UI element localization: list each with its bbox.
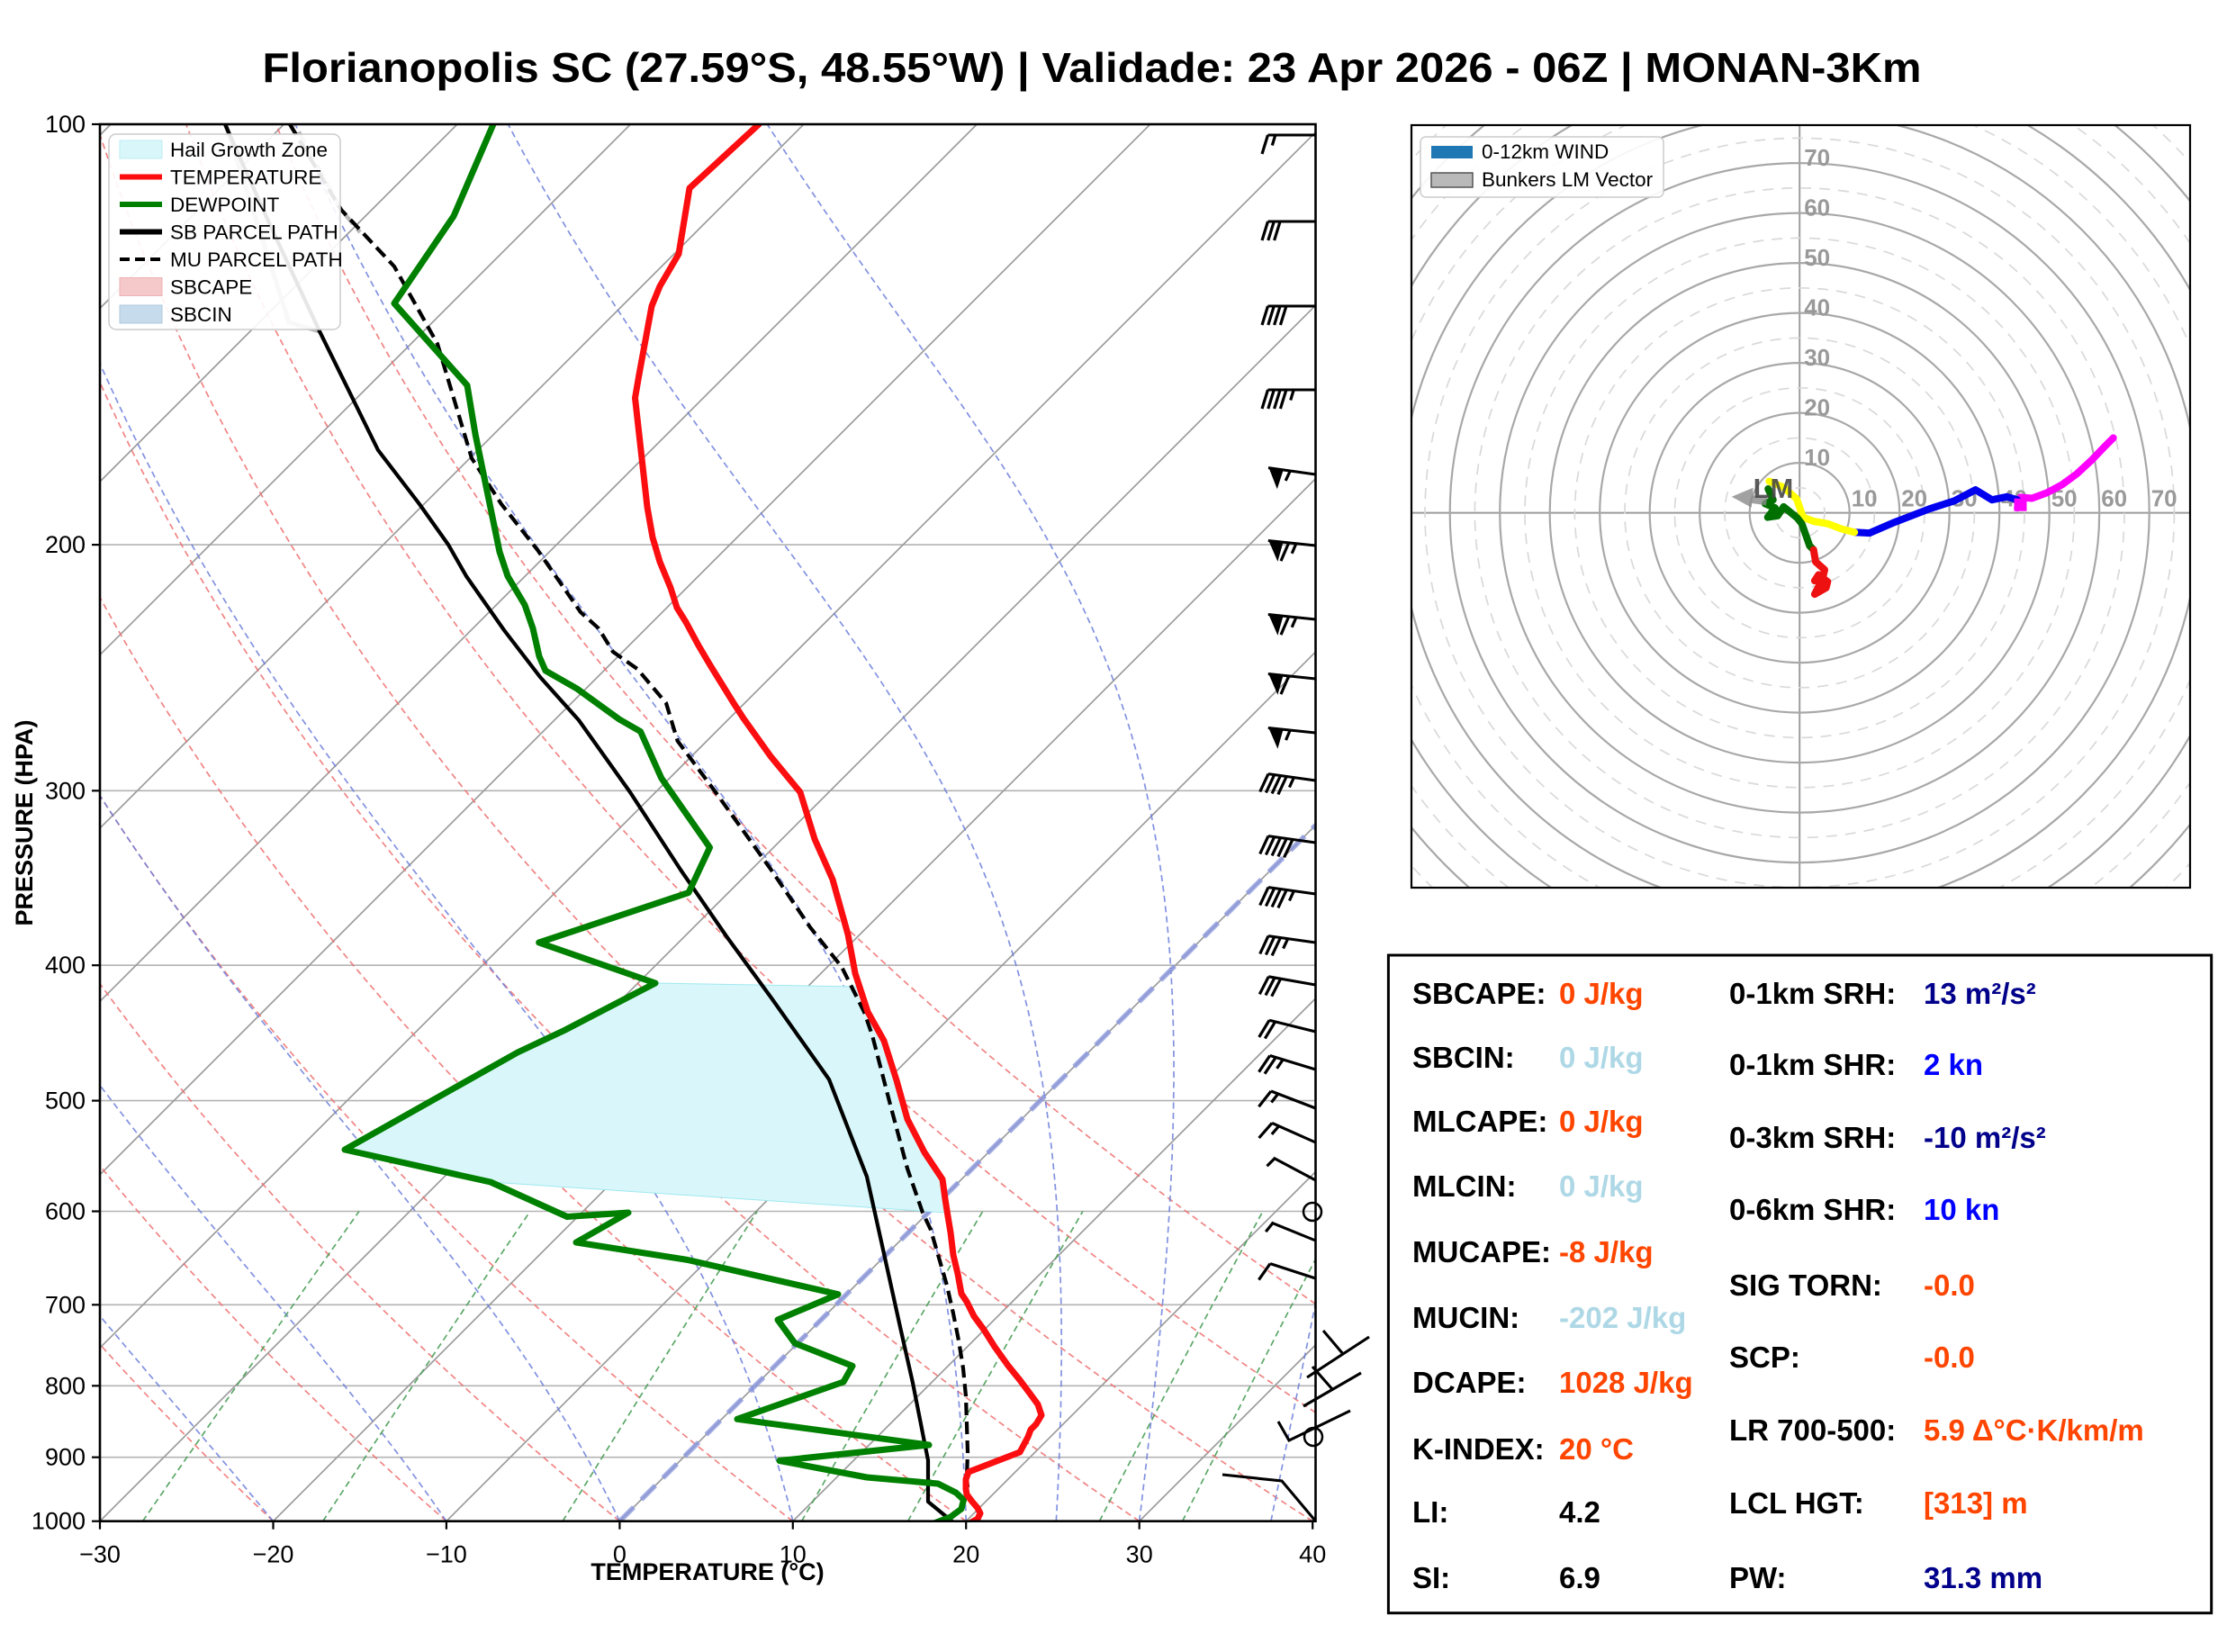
svg-text:100: 100 xyxy=(45,111,86,138)
svg-text:SBCIN: SBCIN xyxy=(170,303,232,326)
svg-text:20: 20 xyxy=(952,1541,979,1568)
svg-text:LI:: LI: xyxy=(1412,1495,1448,1529)
svg-text:SIG TORN:: SIG TORN: xyxy=(1729,1268,1882,1302)
svg-text:5.9 Δ°C·K/km/m: 5.9 Δ°C·K/km/m xyxy=(1924,1413,2144,1447)
svg-text:0 J/kg: 0 J/kg xyxy=(1559,1041,1644,1074)
svg-text:-10 m²/s²: -10 m²/s² xyxy=(1924,1121,2046,1154)
svg-text:600: 600 xyxy=(45,1198,86,1225)
svg-text:PW:: PW: xyxy=(1729,1561,1787,1594)
svg-text:-0.0: -0.0 xyxy=(1924,1341,1975,1374)
svg-text:0-3km SRH:: 0-3km SRH: xyxy=(1729,1121,1896,1154)
svg-text:0 J/kg: 0 J/kg xyxy=(1559,977,1644,1010)
svg-text:40: 40 xyxy=(1804,294,1830,321)
svg-text:MUCIN:: MUCIN: xyxy=(1412,1301,1519,1334)
svg-text:TEMPERATURE (°C): TEMPERATURE (°C) xyxy=(591,1558,824,1585)
svg-text:10: 10 xyxy=(780,1541,807,1568)
svg-text:2 kn: 2 kn xyxy=(1924,1048,1983,1081)
svg-text:70: 70 xyxy=(2151,485,2177,512)
svg-text:13 m²/s²: 13 m²/s² xyxy=(1924,977,2036,1010)
svg-text:[313] m: [313] m xyxy=(1924,1486,2028,1520)
svg-text:SB PARCEL PATH: SB PARCEL PATH xyxy=(170,221,338,244)
svg-text:60: 60 xyxy=(2101,485,2127,512)
svg-text:500: 500 xyxy=(45,1088,86,1115)
svg-text:0-6km SHR:: 0-6km SHR: xyxy=(1729,1193,1896,1226)
svg-text:0-1km SHR:: 0-1km SHR: xyxy=(1729,1048,1896,1081)
svg-text:DCAPE:: DCAPE: xyxy=(1412,1366,1527,1399)
svg-text:−30: −30 xyxy=(79,1541,121,1568)
svg-text:10: 10 xyxy=(1852,485,1878,512)
svg-text:10 kn: 10 kn xyxy=(1924,1193,1999,1226)
svg-text:SI:: SI: xyxy=(1412,1561,1450,1594)
svg-text:0-1km SRH:: 0-1km SRH: xyxy=(1729,977,1896,1010)
svg-text:20: 20 xyxy=(1804,394,1830,421)
svg-text:0: 0 xyxy=(613,1541,627,1568)
svg-text:TEMPERATURE: TEMPERATURE xyxy=(170,167,321,189)
svg-text:60: 60 xyxy=(1804,194,1830,221)
svg-text:-202 J/kg: -202 J/kg xyxy=(1559,1301,1686,1334)
svg-text:31.3 mm: 31.3 mm xyxy=(1924,1561,2042,1594)
svg-text:50: 50 xyxy=(1804,244,1830,271)
svg-text:30: 30 xyxy=(1126,1541,1153,1568)
svg-text:300: 300 xyxy=(45,777,86,804)
svg-text:SBCAPE:: SBCAPE: xyxy=(1412,977,1546,1010)
svg-text:K-INDEX:: K-INDEX: xyxy=(1412,1432,1545,1466)
svg-text:900: 900 xyxy=(45,1444,86,1471)
svg-text:0 J/kg: 0 J/kg xyxy=(1559,1169,1644,1203)
svg-text:700: 700 xyxy=(45,1291,86,1318)
svg-text:DEWPOINT: DEWPOINT xyxy=(170,194,280,216)
svg-text:Bunkers LM Vector: Bunkers LM Vector xyxy=(1482,168,1654,191)
svg-text:0-12km WIND: 0-12km WIND xyxy=(1482,140,1609,163)
svg-text:1028 J/kg: 1028 J/kg xyxy=(1559,1366,1693,1399)
svg-text:Florianopolis SC (27.59°S, 48.: Florianopolis SC (27.59°S, 48.55°W) | Va… xyxy=(263,44,1922,91)
svg-text:SBCAPE: SBCAPE xyxy=(170,276,252,299)
svg-text:-0.0: -0.0 xyxy=(1924,1268,1975,1302)
svg-text:1000: 1000 xyxy=(32,1508,86,1535)
svg-text:20: 20 xyxy=(1901,485,1927,512)
svg-text:LCL HGT:: LCL HGT: xyxy=(1729,1486,1864,1520)
svg-text:MU PARCEL PATH: MU PARCEL PATH xyxy=(170,248,343,271)
svg-text:PRESSURE (HPA): PRESSURE (HPA) xyxy=(11,719,38,925)
svg-text:SBCIN:: SBCIN: xyxy=(1412,1041,1515,1074)
svg-text:SCP:: SCP: xyxy=(1729,1341,1800,1374)
svg-text:MLCAPE:: MLCAPE: xyxy=(1412,1105,1547,1138)
svg-text:200: 200 xyxy=(45,531,86,558)
svg-text:30: 30 xyxy=(1804,344,1830,371)
svg-text:10: 10 xyxy=(1804,444,1830,471)
svg-text:6.9: 6.9 xyxy=(1559,1561,1600,1594)
svg-text:MLCIN:: MLCIN: xyxy=(1412,1169,1516,1203)
svg-text:-8 J/kg: -8 J/kg xyxy=(1559,1235,1654,1268)
svg-text:0 J/kg: 0 J/kg xyxy=(1559,1105,1644,1138)
svg-text:Hail Growth Zone: Hail Growth Zone xyxy=(170,139,328,161)
svg-text:−20: −20 xyxy=(253,1541,294,1568)
svg-text:800: 800 xyxy=(45,1372,86,1399)
svg-text:400: 400 xyxy=(45,952,86,979)
svg-text:LR 700-500:: LR 700-500: xyxy=(1729,1413,1896,1447)
svg-text:40: 40 xyxy=(1299,1541,1326,1568)
svg-text:MUCAPE:: MUCAPE: xyxy=(1412,1235,1551,1268)
svg-text:20 °C: 20 °C xyxy=(1559,1432,1634,1466)
svg-text:−10: −10 xyxy=(426,1541,467,1568)
svg-text:LM: LM xyxy=(1754,473,1794,504)
svg-text:4.2: 4.2 xyxy=(1559,1495,1600,1529)
svg-text:70: 70 xyxy=(1804,144,1830,171)
